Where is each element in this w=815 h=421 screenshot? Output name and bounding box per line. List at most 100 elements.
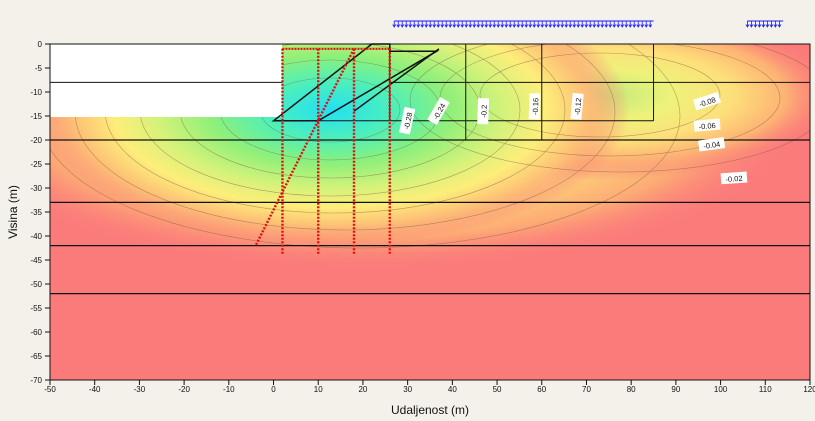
x-tick-label: 90 (671, 385, 680, 394)
x-axis-label: Udaljenost (m) (391, 403, 469, 417)
load-arrow (416, 21, 421, 28)
contour-label: -0.04 (697, 137, 726, 152)
load-arrow (769, 21, 774, 28)
load-arrow (524, 21, 529, 28)
load-arrow (476, 21, 481, 28)
contour-label-bg (697, 137, 726, 152)
load-arrow (628, 21, 633, 28)
load-arrow (392, 21, 397, 28)
load-arrow (757, 21, 762, 28)
x-tick-label: 50 (493, 385, 502, 394)
contour-label: -0.06 (693, 118, 721, 132)
x-tick-label: 40 (448, 385, 457, 394)
load-arrow (540, 21, 545, 28)
load-arrow (464, 21, 469, 28)
y-tick-label: -15 (30, 112, 42, 121)
load-arrow (592, 21, 597, 28)
y-tick-label: -55 (30, 304, 42, 313)
contour-label: -0.02 (720, 171, 748, 185)
contour-label-bg (399, 106, 416, 135)
load-arrow (620, 21, 625, 28)
load-arrow (412, 21, 417, 28)
load-arrow (624, 21, 629, 28)
load-arrow (468, 21, 473, 28)
contour-label-bg (693, 118, 721, 132)
y-tick-label: -45 (30, 256, 42, 265)
load-arrow (572, 21, 577, 28)
x-tick-label: 120 (803, 385, 815, 394)
inclined-pile (254, 48, 356, 247)
load-arrow (773, 21, 778, 28)
contour-label-bg (692, 91, 722, 111)
y-axis-label: Visina (m) (6, 185, 20, 239)
contour-label: -0.16 (528, 93, 541, 120)
load-arrow (588, 21, 593, 28)
load-arrow (765, 21, 770, 28)
load-arrow (444, 21, 449, 28)
load-arrow (600, 21, 605, 28)
load-arrow (396, 21, 401, 28)
load-arrow (749, 21, 754, 28)
x-tick-label: -30 (134, 385, 146, 394)
x-tick-label: 110 (759, 385, 772, 394)
load-arrow (404, 21, 409, 28)
load-arrow (440, 21, 445, 28)
load-arrow (564, 21, 569, 28)
contour-label-text: -0.16 (531, 98, 541, 115)
load-arrow (616, 21, 621, 28)
contour-label-bg (570, 92, 584, 120)
contour-label-bg (477, 97, 490, 125)
y-tick-label: -30 (30, 184, 42, 193)
x-tick-label: 80 (627, 385, 636, 394)
x-tick-label: 100 (714, 385, 728, 394)
load-arrow (777, 21, 782, 28)
load-arrow (532, 21, 537, 28)
load-arrow (544, 21, 549, 28)
load-arrow (596, 21, 601, 28)
x-tick-label: 70 (582, 385, 591, 394)
load-arrow (516, 21, 521, 28)
contour-label: -0.28 (399, 106, 416, 135)
y-tick-label: -50 (30, 280, 42, 289)
x-tick-label: -20 (178, 385, 190, 394)
load-arrow (452, 21, 457, 28)
contour-labels: -0.28 -0.24 -0.2 -0.16 -0.12 -0.08-0.06-0.04-… (399, 91, 748, 185)
contour-label-text: -0.06 (698, 121, 716, 131)
load-arrow (460, 21, 465, 28)
x-axis: -50 -40 -30 -20 -10 0 10 20 30 40 50 60 70 80 90 100 110… (44, 380, 815, 394)
load-arrow (504, 21, 509, 28)
load-arrow (560, 21, 565, 28)
x-tick-label: 60 (537, 385, 546, 394)
load-arrow (568, 21, 573, 28)
y-tick-label: -70 (30, 376, 42, 385)
embankment-crest-line (353, 48, 440, 112)
load-arrow (436, 21, 441, 28)
load-arrow (456, 21, 461, 28)
contour-label-text: -0.12 (573, 98, 583, 116)
x-tick-label: 0 (271, 385, 276, 394)
y-tick-label: -35 (30, 208, 42, 217)
pile-rows (254, 47, 391, 256)
excavation-void (50, 44, 282, 117)
load-arrow (632, 21, 637, 28)
x-tick-label: 20 (358, 385, 367, 394)
contour-label: -0.12 (570, 92, 584, 120)
x-tick-label: 30 (403, 385, 412, 394)
load-arrow (753, 21, 758, 28)
load-arrow (576, 21, 581, 28)
load-arrow (745, 21, 750, 28)
y-tick-label: -10 (30, 88, 42, 97)
load-arrow (536, 21, 541, 28)
contour-label-bg (720, 171, 748, 185)
y-tick-label: -5 (35, 64, 43, 73)
y-tick-label: 0 (38, 40, 43, 49)
contour-label-text: -0.02 (725, 174, 743, 184)
y-tick-label: -20 (30, 136, 42, 145)
load-arrow (448, 21, 453, 28)
load-arrow (604, 21, 609, 28)
load-arrow (496, 21, 501, 28)
contour-label-bg (528, 93, 541, 120)
load-arrow (648, 21, 653, 28)
load-arrow (472, 21, 477, 28)
